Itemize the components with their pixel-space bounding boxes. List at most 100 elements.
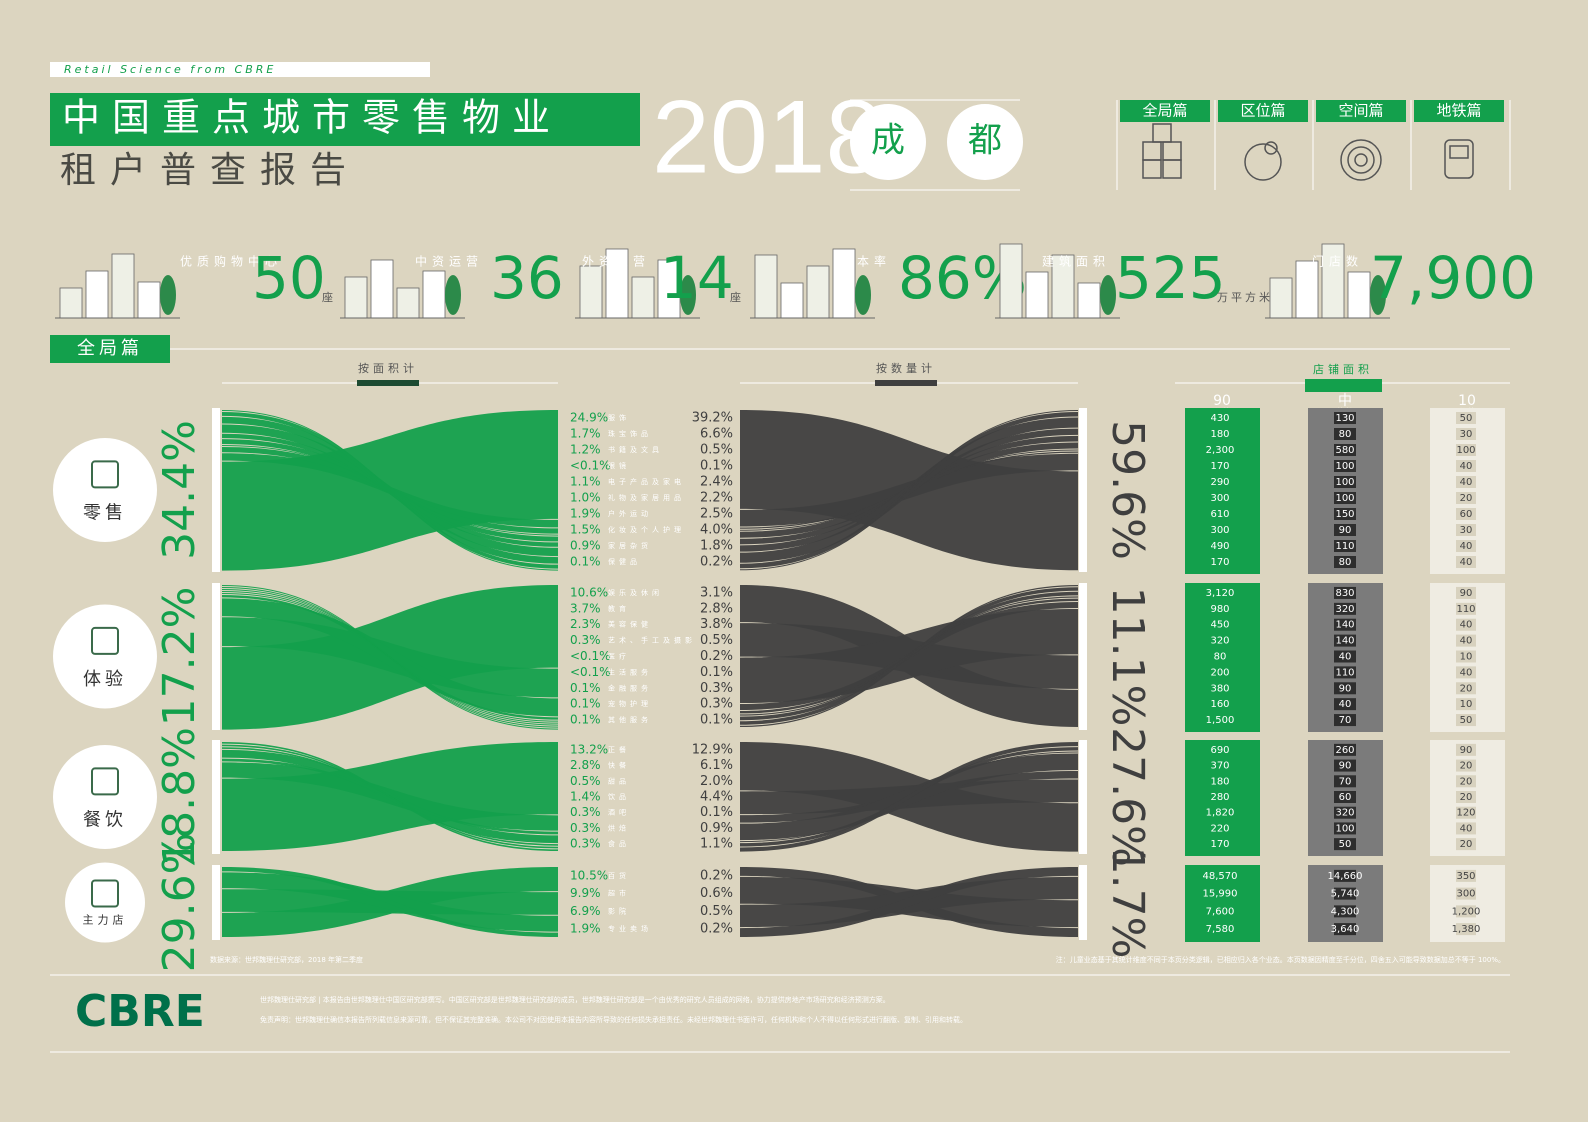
p90-value: 1,820 [1206,808,1235,819]
category-label: 化妆及个人护理 [608,525,685,534]
median-value: 100 [1335,493,1354,504]
section-icon [91,879,119,908]
median-value: 320 [1335,604,1354,615]
building [999,243,1023,319]
area-label: 1.0% [570,491,601,505]
median-value: 150 [1335,509,1354,520]
icon [1354,153,1368,167]
icon [1340,139,1382,181]
axis-bar [212,583,220,730]
median-value: 80 [1339,429,1352,440]
area-label: <0.1% [570,459,611,473]
p10-chip [1456,759,1476,772]
p10-value: 110 [1456,604,1475,615]
area-label: 0.3% [570,821,601,835]
count-label: 2.8% [700,601,733,616]
p10-value: 40 [1460,477,1473,488]
stat-label: 外资运营 [582,255,650,269]
source: 数据来源：世邦魏理仕研究部，2018 年第二季度 [210,955,363,964]
column-title: 按面积计 [358,361,418,375]
p10-value: 40 [1460,541,1473,552]
median-chip [1334,412,1356,424]
category-label: 金融服务 [608,683,652,692]
p10-chip [1456,887,1476,900]
building [579,265,603,319]
category-label: 生活服务 [608,667,652,676]
section-tag-label: 全局篇 [77,338,143,359]
building [1295,260,1319,319]
tab-bar [1414,100,1504,122]
p90-value: 690 [1210,745,1229,756]
p10-value: 30 [1460,429,1473,440]
count-label: 0.5% [700,443,733,458]
count-label: 0.5% [700,633,733,648]
area-label: 1.9% [570,507,601,521]
icon [1244,143,1282,181]
stat-label: 门店数 [1312,254,1363,269]
tagline-bar [50,62,430,77]
icon [1449,145,1469,159]
median-value: 5,740 [1331,889,1360,900]
p10-value: 90 [1460,588,1473,599]
median-value: 4,300 [1331,906,1360,917]
p90-value: 380 [1210,683,1229,694]
area-label: 1.5% [570,523,601,537]
p10-value: 20 [1460,683,1473,694]
p90-value: 320 [1210,636,1229,647]
p90-box [1185,408,1260,574]
count-flow [740,410,1078,571]
count-label: 0.1% [700,713,733,728]
city-char: 成 [871,121,905,161]
median-chip [1334,556,1356,568]
median-chip [1334,634,1356,647]
median-chip [1334,822,1356,835]
p10-chip [1456,806,1476,819]
underline [357,380,419,386]
median-value: 90 [1339,683,1352,694]
section-name: 餐饮 [83,809,127,830]
stat-value: 14 [660,244,734,312]
area-share: 18.8% [154,727,205,867]
area-label: <0.1% [570,665,611,679]
p10-value: 1,380 [1452,924,1481,935]
median-value: 140 [1335,620,1354,631]
p10-chip [1456,923,1476,936]
tree [855,275,871,315]
p10-value: 100 [1456,445,1475,456]
count-label: 39.2% [692,411,733,426]
count-label: 12.9% [692,742,733,757]
median-chip [1334,869,1356,882]
p10-value: 50 [1460,413,1473,424]
median-value: 100 [1335,461,1354,472]
p10-chip [1456,618,1476,631]
median-chip [1334,698,1356,711]
p90-value: 160 [1210,699,1229,710]
median-value: 90 [1339,525,1352,536]
icon [1264,141,1278,155]
area-label: 0.9% [570,539,601,553]
count-label: 1.1% [700,837,733,852]
median-value: 3,640 [1331,924,1360,935]
area-flow [222,410,558,571]
section-icon [91,767,119,796]
stat-unit: 座 [730,290,744,304]
title: 中国重点城市零售物业 [62,96,562,140]
p10-value: 20 [1460,493,1473,504]
category-label: 超市 [608,889,630,898]
building [111,253,135,319]
p10-value: 10 [1460,652,1473,663]
p10-chip [1456,492,1476,504]
p10-value: 120 [1456,808,1475,819]
area-share: 29.6% [154,833,205,973]
count-label: 2.4% [700,475,733,490]
median-value: 110 [1335,667,1354,678]
category-label: 服饰 [608,413,630,422]
median-chip [1334,508,1356,520]
area-label: <0.1% [570,649,611,663]
category-label: 正餐 [608,745,630,754]
area-share: 17.2% [154,587,205,727]
category-label: 食品 [608,839,630,848]
tab-label: 区位篇 [1240,102,1285,120]
